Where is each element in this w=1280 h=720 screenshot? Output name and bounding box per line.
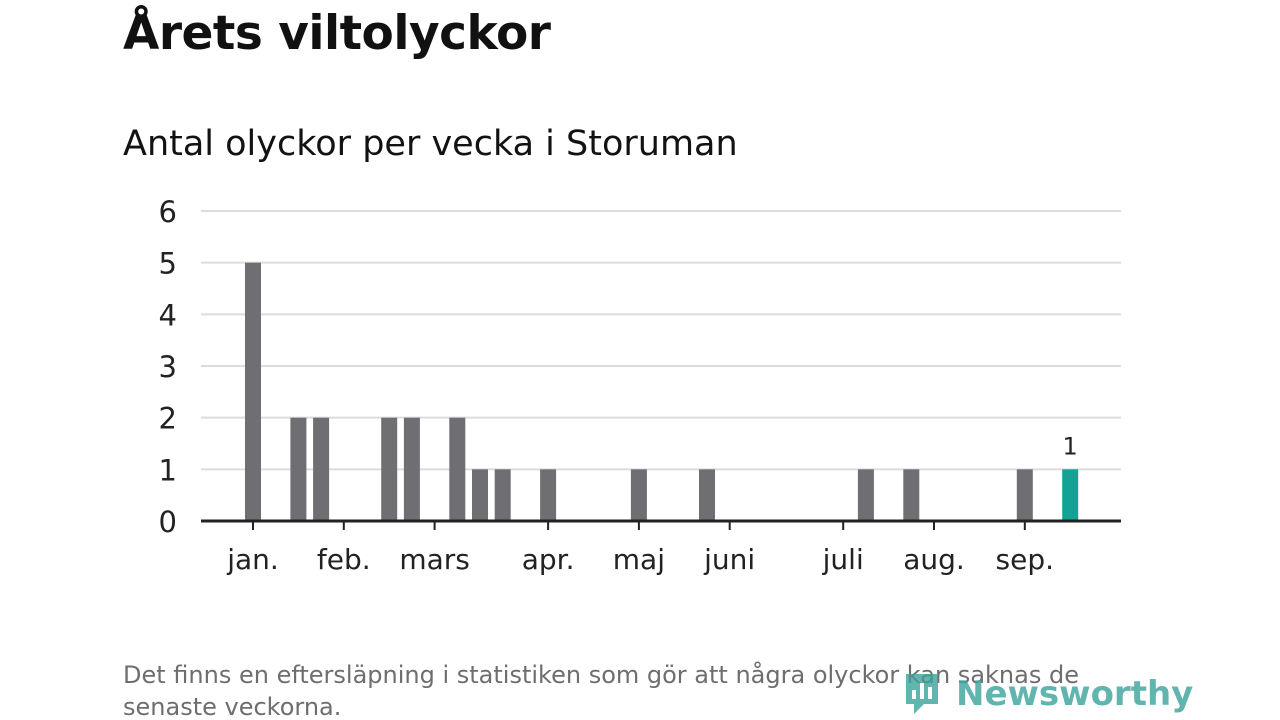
- highlight-bar: [1062, 469, 1079, 521]
- newsworthy-logo-text: Newsworthy: [956, 674, 1194, 714]
- bar: [903, 469, 920, 521]
- x-tick-label: apr.: [522, 543, 575, 576]
- y-tick-label: 4: [159, 298, 177, 332]
- newsworthy-logo-icon: [906, 674, 938, 714]
- x-tick-label: juli: [822, 543, 864, 576]
- y-axis-ticks: 0 1 2 3 4 5 6: [159, 195, 177, 539]
- x-tick-label: maj: [613, 543, 665, 576]
- x-axis-ticks: jan. feb. mars apr. maj juni juli aug. sep.: [226, 521, 1054, 576]
- bar: [494, 469, 511, 521]
- bar: [1016, 469, 1033, 521]
- bar: [857, 469, 874, 521]
- bar: [630, 469, 647, 521]
- x-tick-label: mars: [399, 543, 470, 576]
- x-tick-label: feb.: [317, 543, 371, 576]
- bar: [403, 417, 420, 521]
- y-tick-label: 2: [159, 402, 177, 436]
- y-tick-label: 3: [159, 350, 177, 384]
- bar: [313, 417, 330, 521]
- y-tick-label: 6: [159, 195, 177, 229]
- highlight-value-label: 1: [1063, 432, 1078, 460]
- chart-subtitle: Antal olyckor per vecka i Storuman: [123, 124, 738, 164]
- data-labels: 1: [1063, 432, 1078, 460]
- y-tick-label: 5: [159, 247, 177, 281]
- bar: [449, 417, 466, 521]
- bar: [472, 469, 488, 521]
- bar: [699, 469, 715, 521]
- y-tick-label: 0: [159, 505, 177, 539]
- y-tick-label: 1: [159, 453, 177, 487]
- bar: [290, 417, 307, 521]
- x-tick-label: juni: [703, 543, 755, 576]
- x-tick-label: jan.: [226, 543, 279, 576]
- bar: [245, 262, 261, 521]
- bar: [381, 417, 398, 521]
- x-tick-label: sep.: [996, 543, 1055, 576]
- bar: [540, 469, 557, 521]
- grid-lines: [201, 210, 1121, 471]
- chart-title: Årets viltolyckor: [123, 6, 551, 61]
- x-tick-label: aug.: [903, 543, 965, 576]
- bars: [245, 262, 1079, 521]
- newsworthy-logo: Newsworthy: [902, 668, 1193, 720]
